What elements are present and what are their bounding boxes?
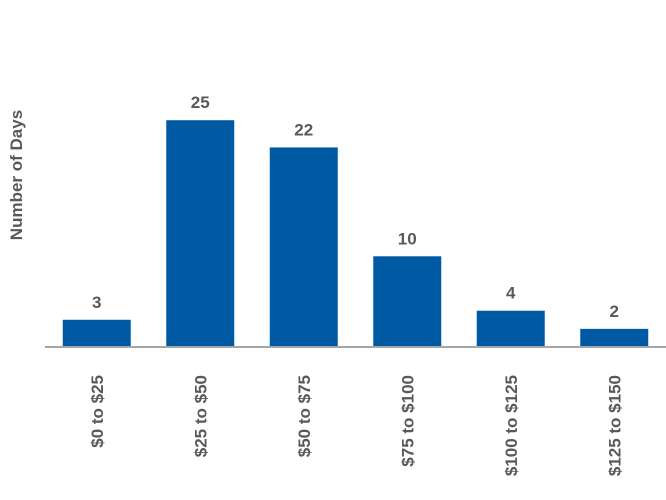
bar	[373, 256, 442, 347]
bar	[476, 310, 545, 347]
bar	[62, 319, 131, 347]
y-axis-label: Number of Days	[7, 110, 26, 240]
value-label: 22	[294, 120, 313, 139]
x-tick-label: $100 to $125	[502, 375, 521, 476]
value-label: 4	[506, 284, 516, 303]
bar	[166, 120, 235, 347]
bar	[580, 328, 649, 347]
x-tick-label: $125 to $150	[605, 375, 624, 476]
x-tick-label: $50 to $75	[295, 375, 314, 457]
x-tick-label: $75 to $100	[398, 375, 417, 467]
bar	[269, 147, 338, 347]
value-label: 2	[610, 302, 619, 321]
value-label: 10	[398, 229, 417, 248]
value-label: 25	[191, 93, 210, 112]
x-tick-label: $0 to $25	[88, 375, 107, 448]
x-tick-label: $25 to $50	[191, 375, 210, 457]
value-label: 3	[92, 293, 101, 312]
